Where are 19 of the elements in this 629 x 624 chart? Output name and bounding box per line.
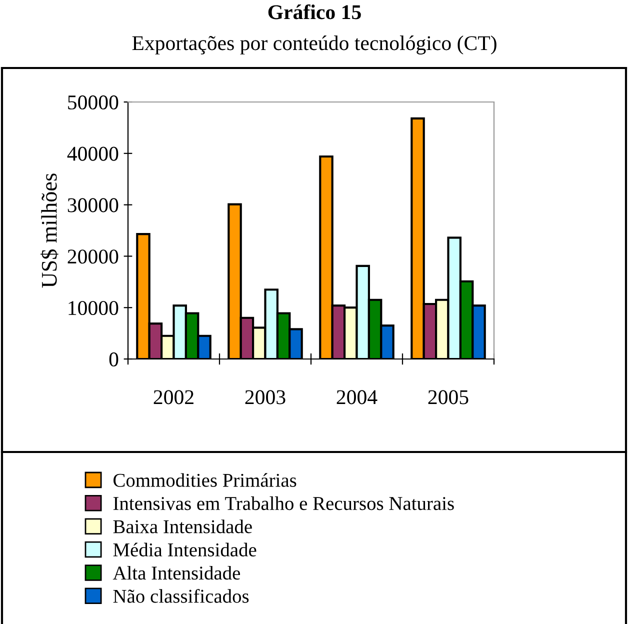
legend-label: Não classificados <box>113 588 249 603</box>
legend-label: Commodities Primárias <box>114 473 296 487</box>
legend-label: Média Intensidade <box>113 542 256 556</box>
legend-label: Baixa Intensidade <box>113 520 252 534</box>
legend-label: Alta Intensidade <box>112 566 240 580</box>
y-tick-label: 10000 <box>68 300 118 316</box>
x-tick-label: 2005 <box>428 390 468 404</box>
x-tick-label: 2002 <box>154 390 194 404</box>
legend-label: Intensivas em Trabalho e Recursos Naturais <box>113 496 454 510</box>
chart-title: Gráfico 15 <box>268 4 361 20</box>
y-tick-label: 40000 <box>67 146 118 161</box>
y-tick-label: 0 <box>109 352 118 366</box>
y-axis-title: US$ milhões <box>40 174 58 288</box>
chart-subtitle: Exportações por conteúdo tecnológico (CT) <box>132 36 496 54</box>
x-tick-label: 2003 <box>245 390 286 404</box>
y-tick-label: 30000 <box>68 198 118 212</box>
y-tick-label: 50000 <box>68 95 118 110</box>
y-tick-label: 20000 <box>68 250 118 264</box>
x-tick-label: 2004 <box>336 390 378 404</box>
